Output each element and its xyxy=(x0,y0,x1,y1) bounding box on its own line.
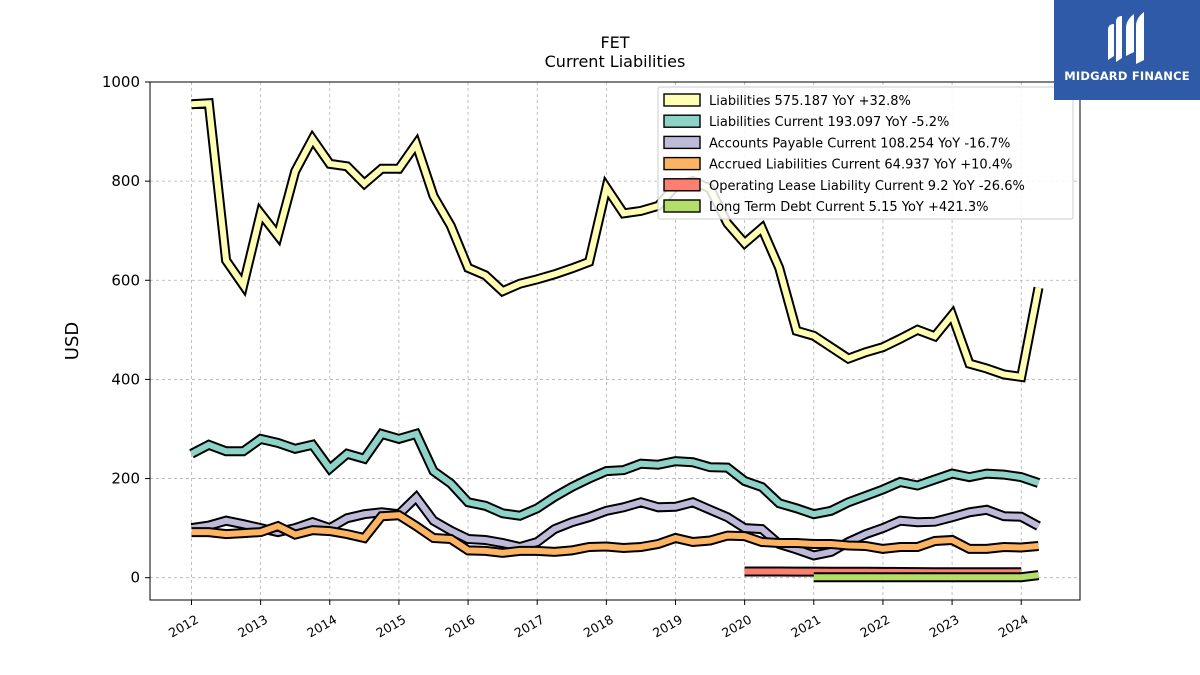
plot-frame xyxy=(149,81,1081,601)
x-tick-label: 2014 xyxy=(304,612,339,641)
x-tick-label: 2012 xyxy=(166,612,201,641)
series-4 xyxy=(744,566,1022,578)
series-line xyxy=(813,572,1039,581)
legend-swatch xyxy=(663,114,701,128)
legend-entry: Accounts Payable Current 108.254 YoY -16… xyxy=(709,136,1010,151)
x-tick-label: 2022 xyxy=(857,612,892,641)
series-line xyxy=(191,100,1042,381)
chart-title: FET xyxy=(600,33,629,52)
y-axis-ticks: 0 200 400 600 800 1000 xyxy=(102,73,150,587)
legend-entry: Operating Lease Liability Current 9.2 Yo… xyxy=(709,179,1025,194)
x-tick-label: 2023 xyxy=(927,612,962,641)
series-line xyxy=(190,430,1040,519)
x-tick-label: 2019 xyxy=(650,612,685,641)
x-tick-label: 2015 xyxy=(373,612,408,641)
legend-swatch xyxy=(663,199,701,213)
chart-subtitle: Current Liabilities xyxy=(545,52,686,71)
y-axis-label: USD xyxy=(62,322,83,360)
x-tick-label: 2016 xyxy=(443,612,478,641)
legend-entry: Liabilities Current 193.097 YoY -5.2% xyxy=(709,115,949,130)
y-tick-label: 200 xyxy=(111,470,140,488)
series-1 xyxy=(189,427,1041,521)
legend-swatch xyxy=(663,156,701,171)
logo-brand-text: MIDGARD FINANCE xyxy=(1064,69,1190,83)
series-line xyxy=(191,512,1039,556)
legend-entry: Liabilities 575.187 YoY +32.8% xyxy=(709,94,911,109)
y-tick-label: 800 xyxy=(111,172,140,190)
series-0 xyxy=(191,98,1044,383)
legend-swatch xyxy=(663,93,701,107)
series-line xyxy=(191,492,1040,559)
y-tick-label: 0 xyxy=(130,569,140,587)
brand-logo: MIDGARD FINANCE xyxy=(1054,0,1200,100)
series-2 xyxy=(190,489,1041,561)
series-line xyxy=(744,568,1022,576)
legend: Liabilities 575.187 YoY +32.8% Liabilitie… xyxy=(657,86,1074,220)
legend-swatch xyxy=(663,178,701,192)
x-tick-label: 2013 xyxy=(235,612,270,641)
series-lines xyxy=(189,98,1044,583)
series-line-outline xyxy=(189,427,1041,521)
x-axis-ticks: 2012 2013 2014 2015 2016 2017 2018 2019 2020 2021… xyxy=(166,600,1031,641)
series-5 xyxy=(813,570,1040,583)
legend-entry: Long Term Debt Current 5.15 YoY +421.3% xyxy=(709,200,988,215)
legend-box xyxy=(657,86,1074,220)
x-tick-label: 2021 xyxy=(788,612,823,641)
x-tick-label: 2024 xyxy=(996,612,1031,641)
x-tick-label: 2020 xyxy=(719,612,754,641)
y-tick-label: 600 xyxy=(111,271,140,289)
y-tick-label: 400 xyxy=(111,370,140,388)
series-3 xyxy=(191,510,1039,558)
x-tick-label: 2018 xyxy=(581,612,616,641)
legend-entry: Accrued Liabilities Current 64.937 YoY +… xyxy=(709,158,1012,173)
legend-swatch xyxy=(663,135,701,150)
y-tick-label: 1000 xyxy=(102,73,140,91)
x-tick-label: 2017 xyxy=(512,612,547,641)
logo-mark-icon xyxy=(1108,12,1144,64)
